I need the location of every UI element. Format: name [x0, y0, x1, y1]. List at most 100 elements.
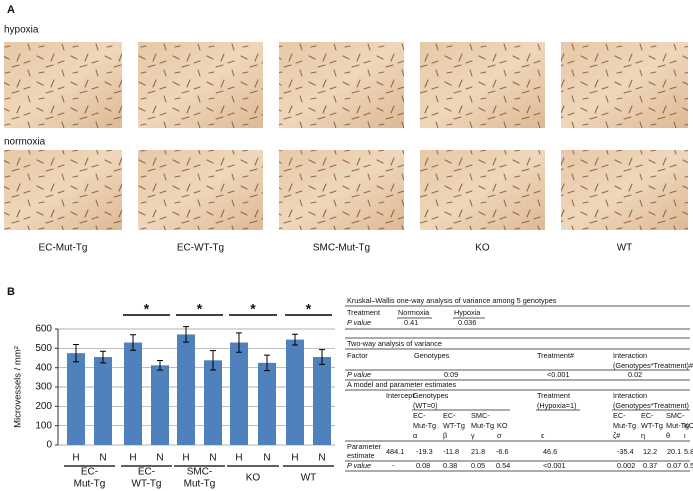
cell: ε [541, 431, 545, 440]
vessels [138, 42, 263, 128]
group-label: EC- [138, 467, 155, 478]
bar [313, 357, 331, 445]
cell: Treatment [347, 308, 380, 317]
cell: 46.6 [543, 447, 557, 456]
y-tick-label: 100 [35, 420, 52, 431]
vessels [420, 150, 545, 230]
panel-label: B [7, 286, 15, 298]
cell: (Hypoxia=1) [537, 401, 577, 410]
cell: KO [497, 421, 508, 430]
bar [151, 365, 169, 445]
error-bar [319, 349, 325, 365]
cell: SMC- [666, 411, 685, 420]
cell: 0.02 [628, 370, 642, 379]
y-tick-label: 600 [35, 324, 52, 335]
row-label: normoxia [4, 137, 46, 148]
cell: SMC- [471, 411, 490, 420]
error-bar [157, 360, 163, 371]
significance-mark: * [250, 301, 256, 317]
group-label: EC- [81, 467, 98, 478]
cell: -6.6 [496, 447, 509, 456]
cell: 0.05 [471, 461, 485, 470]
group-label: WT-Tg [132, 479, 162, 490]
row-label: hypoxia [4, 25, 39, 36]
cell: KO [684, 421, 693, 430]
y-tick-label: 500 [35, 343, 52, 354]
cell: (Genotypes*Treatment) [613, 401, 689, 410]
x-tick-label: H [182, 453, 189, 464]
bar [258, 362, 276, 445]
y-tick-label: 400 [35, 362, 52, 373]
y-tick-label: 200 [35, 401, 52, 412]
cell: (Genotypes*Treatment)# [613, 361, 693, 370]
cell: Mut-Tg [666, 421, 689, 430]
panel-label: A [7, 4, 15, 16]
error-bar [130, 334, 136, 351]
x-tick-label: N [263, 453, 270, 464]
cell: 0.41 [404, 318, 418, 327]
cell: γ [471, 431, 475, 440]
x-tick-label: N [318, 453, 325, 464]
cell: 0.38 [443, 461, 457, 470]
cell: θ [666, 431, 670, 440]
bar [94, 357, 112, 445]
cell: -11.8 [443, 447, 459, 456]
cell: Parameter [347, 442, 382, 451]
cell: 0.036 [458, 318, 476, 327]
x-tick-label: H [129, 453, 136, 464]
cell: Interaction [613, 351, 647, 360]
y-tick-label: 300 [35, 382, 52, 393]
cell: 0.09 [444, 370, 458, 379]
cell: Mut-Tg [413, 421, 436, 430]
cell: Treatment# [537, 351, 575, 360]
column-label: EC-Mut-Tg [39, 243, 88, 254]
cell: P value [347, 461, 371, 470]
cell: Factor [347, 351, 368, 360]
cell: Treatment [537, 391, 570, 400]
bar [286, 339, 304, 445]
vessels [279, 150, 404, 230]
error-bar [236, 332, 242, 353]
error-bar [183, 326, 189, 343]
micrographs: EC-Mut-Tg EC-WT-Tg SMC-Mut-Tg KO WT [4, 42, 688, 254]
vessels [561, 42, 688, 128]
vessels [561, 150, 688, 230]
x-tick-label: N [99, 453, 106, 464]
cell: α [413, 431, 418, 440]
bar [67, 353, 85, 445]
column-label: SMC-Mut-Tg [313, 243, 370, 254]
y-axis-label: Microvessels / mm² [13, 346, 24, 428]
cell: 0.08 [416, 461, 430, 470]
vessels [279, 42, 404, 128]
cell: Intercept [386, 391, 414, 400]
cell: ζ# [613, 431, 621, 440]
cell: Genotypes [414, 351, 450, 360]
vessels [138, 150, 263, 230]
cell: 0.54 [496, 461, 510, 470]
cell: EC- [413, 411, 426, 420]
group-label: WT [301, 473, 317, 484]
cell: 12.2 [643, 447, 657, 456]
bar [230, 342, 248, 445]
cell: -35.4 [617, 447, 634, 456]
cell: WT-Tg [641, 421, 663, 430]
x-tick-label: N [209, 453, 216, 464]
cell: WT-Tg [443, 421, 465, 430]
cell: (WT=0) [413, 401, 438, 410]
error-bar [210, 350, 216, 371]
error-bar [73, 343, 79, 363]
x-tick-label: H [291, 453, 298, 464]
significance-mark: * [306, 301, 312, 317]
cell: Hypoxia [454, 308, 481, 317]
cell: ι [684, 431, 686, 440]
bar-chart: Microvessels / mm² 0 100 200 300 400 500 600 H N H… [13, 301, 335, 490]
cell: -19.3 [416, 447, 433, 456]
cell: β [443, 431, 447, 440]
table-title: A model and parameter estimates [347, 380, 456, 389]
cell: 0.37 [643, 461, 657, 470]
bar [124, 342, 142, 445]
cell: EC- [613, 411, 626, 420]
column-label: WT [617, 243, 633, 254]
significance-mark: * [197, 301, 203, 317]
cell: Interaction [613, 391, 647, 400]
